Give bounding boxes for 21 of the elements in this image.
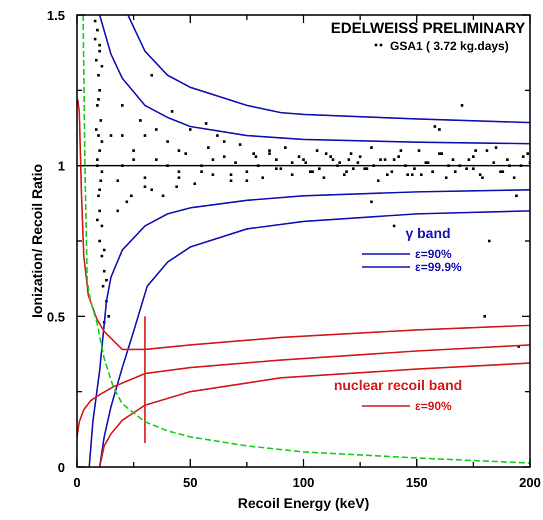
legend-label: GSA1 ( 3.72 kg.days) [390, 39, 509, 53]
line-series [82, 15, 530, 464]
y-tick-label: 1.5 [46, 8, 65, 23]
x-tick-label: 150 [406, 475, 428, 490]
annotation: nuclear recoil band [334, 377, 462, 393]
x-tick-label: 100 [292, 475, 314, 490]
y-tick-label: 0 [58, 460, 65, 475]
legend-label: ε=90% [415, 247, 452, 261]
line-series [127, 15, 530, 124]
legend-label: ε=99.9% [415, 260, 462, 274]
annotation: γ band [405, 225, 451, 241]
line-series [98, 15, 530, 144]
y-tick-label: 1 [58, 158, 65, 174]
y-axis-title: Ionization/ Recoil Ratio [29, 164, 45, 318]
x-tick-label: 0 [73, 475, 81, 490]
x-axis-title: Recoil Energy (keV) [238, 495, 370, 511]
x-tick-label: 50 [183, 475, 198, 490]
x-tick-label: 200 [519, 475, 541, 490]
chart-title: EDELWEISS PRELIMINARY [330, 20, 526, 37]
legend-label: ε=90% [415, 399, 452, 413]
y-tick-label: 0.5 [46, 309, 65, 324]
